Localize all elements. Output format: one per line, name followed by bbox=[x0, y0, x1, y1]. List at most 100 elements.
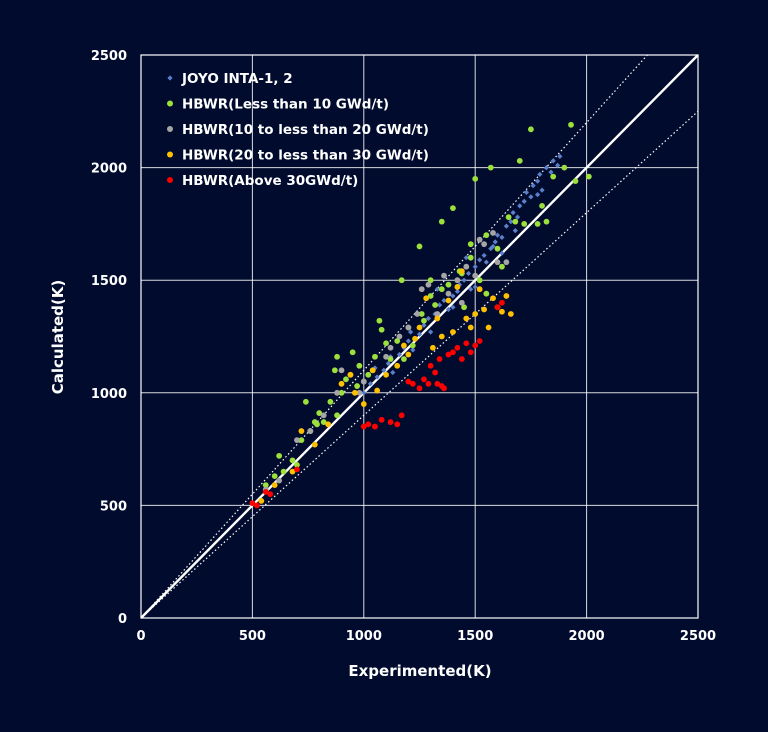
data-point bbox=[421, 317, 427, 324]
data-point bbox=[401, 342, 407, 349]
data-point bbox=[416, 243, 423, 250]
data-point bbox=[438, 333, 445, 340]
data-point bbox=[428, 329, 434, 335]
y-tick-label: 1000 bbox=[91, 387, 127, 402]
reference-line-bound bbox=[140, 54, 648, 619]
data-point bbox=[378, 416, 385, 423]
data-point bbox=[394, 421, 401, 428]
data-point bbox=[432, 302, 438, 308]
series-5 bbox=[249, 299, 505, 509]
data-point bbox=[383, 353, 389, 360]
legend-label: HBWR(Above 30GWd/t) bbox=[182, 173, 358, 189]
data-point bbox=[514, 214, 521, 220]
data-point bbox=[410, 347, 416, 353]
data-point bbox=[421, 322, 427, 328]
data-point bbox=[450, 329, 456, 335]
data-point bbox=[503, 293, 510, 299]
data-point bbox=[316, 410, 323, 416]
data-point bbox=[347, 371, 354, 378]
data-point bbox=[555, 162, 561, 168]
data-point bbox=[367, 381, 374, 387]
data-point bbox=[376, 317, 383, 324]
data-point bbox=[432, 369, 438, 376]
data-point bbox=[271, 482, 278, 489]
series-4 bbox=[258, 268, 514, 504]
data-point bbox=[334, 389, 340, 396]
x-tick-label: 1500 bbox=[457, 629, 493, 644]
data-point bbox=[523, 189, 530, 195]
data-point bbox=[325, 421, 332, 428]
data-point bbox=[445, 290, 452, 297]
data-point bbox=[450, 304, 456, 310]
data-point bbox=[434, 286, 440, 292]
data-point bbox=[372, 353, 378, 360]
data-point bbox=[423, 295, 430, 302]
data-point bbox=[405, 338, 411, 344]
data-point bbox=[543, 165, 550, 171]
data-point bbox=[421, 376, 427, 383]
data-point bbox=[516, 157, 523, 164]
data-point bbox=[276, 452, 283, 459]
data-point bbox=[445, 297, 452, 304]
data-point bbox=[472, 272, 479, 279]
data-point bbox=[338, 380, 345, 387]
data-point bbox=[351, 389, 358, 396]
data-point bbox=[445, 351, 452, 358]
data-point bbox=[487, 164, 494, 171]
data-point bbox=[405, 378, 412, 385]
data-point bbox=[425, 315, 432, 322]
data-point bbox=[450, 349, 456, 356]
data-point bbox=[280, 468, 287, 475]
data-point bbox=[425, 281, 432, 288]
data-point bbox=[390, 369, 396, 376]
y-tick-label: 0 bbox=[118, 612, 127, 627]
data-point bbox=[483, 232, 490, 239]
data-point bbox=[360, 423, 367, 430]
data-point bbox=[557, 153, 563, 159]
data-point bbox=[445, 306, 452, 313]
data-point bbox=[494, 259, 501, 266]
data-point bbox=[262, 488, 269, 495]
legend-marker bbox=[167, 75, 173, 81]
data-point bbox=[463, 263, 470, 270]
data-point bbox=[490, 230, 496, 236]
data-point bbox=[387, 356, 394, 362]
data-point bbox=[534, 178, 541, 184]
data-point bbox=[534, 192, 541, 198]
data-point bbox=[454, 284, 461, 290]
data-point bbox=[396, 351, 403, 358]
data-point bbox=[401, 356, 407, 362]
data-point bbox=[383, 371, 389, 378]
data-point bbox=[476, 236, 483, 243]
data-point bbox=[485, 324, 492, 331]
data-point bbox=[490, 243, 496, 250]
data-point bbox=[354, 383, 361, 389]
data-point bbox=[499, 250, 505, 256]
data-point bbox=[528, 126, 534, 133]
data-point bbox=[425, 380, 432, 387]
data-point bbox=[517, 203, 523, 209]
data-point bbox=[499, 308, 505, 315]
data-point bbox=[494, 232, 501, 238]
data-point bbox=[476, 286, 483, 293]
legend-marker bbox=[167, 177, 173, 183]
data-point bbox=[499, 263, 505, 270]
data-point bbox=[505, 214, 512, 221]
data-point bbox=[381, 367, 387, 373]
data-point bbox=[302, 398, 309, 405]
data-point bbox=[394, 362, 401, 369]
data-point bbox=[294, 437, 300, 443]
data-point bbox=[360, 401, 367, 407]
data-point bbox=[550, 158, 556, 164]
data-point bbox=[472, 175, 479, 182]
data-point bbox=[249, 500, 256, 507]
data-point bbox=[476, 338, 483, 344]
data-point bbox=[416, 324, 423, 331]
data-point bbox=[499, 299, 505, 306]
data-point bbox=[372, 423, 378, 430]
y-axis-label: Calculated(K) bbox=[49, 280, 67, 395]
data-point bbox=[561, 164, 568, 171]
data-point bbox=[508, 219, 514, 225]
data-point bbox=[499, 234, 505, 241]
x-tick-label: 2000 bbox=[569, 629, 605, 644]
